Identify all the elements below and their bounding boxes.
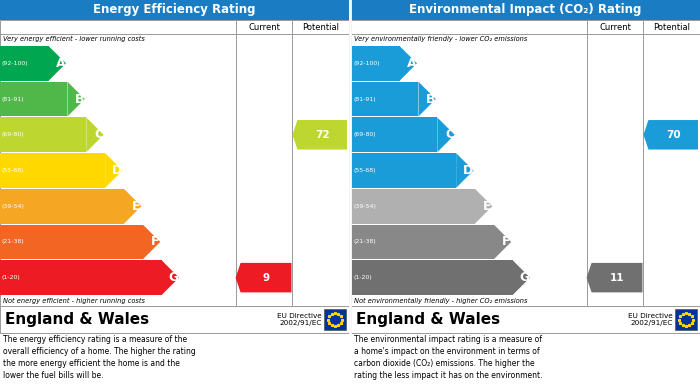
Text: F: F xyxy=(150,235,159,248)
Bar xyxy=(351,46,400,81)
Bar xyxy=(0,260,162,295)
Text: EU Directive
2002/91/EC: EU Directive 2002/91/EC xyxy=(277,313,322,326)
Polygon shape xyxy=(143,224,160,259)
Text: (81-91): (81-91) xyxy=(353,97,376,102)
Text: D: D xyxy=(112,164,122,177)
Bar xyxy=(0,20,349,306)
Text: Potential: Potential xyxy=(302,23,340,32)
Bar xyxy=(0,82,67,117)
Text: G: G xyxy=(169,271,179,284)
Polygon shape xyxy=(494,224,511,259)
Text: F: F xyxy=(502,235,510,248)
Text: (39-54): (39-54) xyxy=(353,204,376,209)
Text: C: C xyxy=(94,128,103,141)
Polygon shape xyxy=(419,82,436,117)
Text: A: A xyxy=(407,57,416,70)
Text: E: E xyxy=(483,200,491,213)
Text: (39-54): (39-54) xyxy=(2,204,25,209)
Text: England & Wales: England & Wales xyxy=(356,312,500,327)
Text: B: B xyxy=(426,93,435,106)
Text: (55-68): (55-68) xyxy=(353,168,375,173)
Polygon shape xyxy=(86,117,104,152)
Bar xyxy=(324,309,346,330)
Text: 72: 72 xyxy=(315,130,330,140)
Polygon shape xyxy=(587,263,643,292)
Bar xyxy=(675,309,697,330)
Text: 70: 70 xyxy=(666,130,680,140)
Bar xyxy=(351,189,475,224)
Text: (55-68): (55-68) xyxy=(2,168,25,173)
Text: Very environmentally friendly - lower CO₂ emissions: Very environmentally friendly - lower CO… xyxy=(354,36,527,42)
Text: England & Wales: England & Wales xyxy=(5,312,149,327)
Text: EU Directive
2002/91/EC: EU Directive 2002/91/EC xyxy=(629,313,673,326)
Text: The energy efficiency rating is a measure of the
overall efficiency of a home. T: The energy efficiency rating is a measur… xyxy=(3,335,196,380)
Bar xyxy=(351,20,700,306)
Text: (1-20): (1-20) xyxy=(2,275,21,280)
Text: (92-100): (92-100) xyxy=(353,61,379,66)
Polygon shape xyxy=(643,120,698,149)
Text: Environmental Impact (CO₂) Rating: Environmental Impact (CO₂) Rating xyxy=(410,4,642,16)
Text: (69-80): (69-80) xyxy=(353,132,376,137)
Text: B: B xyxy=(75,93,84,106)
Text: The environmental impact rating is a measure of
a home's impact on the environme: The environmental impact rating is a mea… xyxy=(354,335,542,380)
Text: G: G xyxy=(519,271,530,284)
Polygon shape xyxy=(236,263,291,292)
Polygon shape xyxy=(512,260,530,295)
Text: Current: Current xyxy=(248,23,280,32)
Bar xyxy=(0,153,105,188)
Text: Potential: Potential xyxy=(653,23,690,32)
Text: Very energy efficient - lower running costs: Very energy efficient - lower running co… xyxy=(3,36,145,42)
Text: D: D xyxy=(463,164,473,177)
Polygon shape xyxy=(475,189,492,224)
Text: Not energy efficient - higher running costs: Not energy efficient - higher running co… xyxy=(3,298,145,304)
Polygon shape xyxy=(400,46,417,81)
Bar xyxy=(351,306,700,333)
Text: Not environmentally friendly - higher CO₂ emissions: Not environmentally friendly - higher CO… xyxy=(354,298,528,304)
Polygon shape xyxy=(48,46,66,81)
Text: (69-80): (69-80) xyxy=(2,132,25,137)
Bar xyxy=(0,306,349,333)
Bar xyxy=(351,260,512,295)
Bar xyxy=(351,0,700,20)
Text: Current: Current xyxy=(599,23,631,32)
Polygon shape xyxy=(456,153,473,188)
Text: 11: 11 xyxy=(610,273,624,283)
Text: 9: 9 xyxy=(262,273,270,283)
Text: (1-20): (1-20) xyxy=(353,275,372,280)
Bar xyxy=(0,0,349,20)
Text: Energy Efficiency Rating: Energy Efficiency Rating xyxy=(93,4,256,16)
Text: (81-91): (81-91) xyxy=(2,97,25,102)
Polygon shape xyxy=(67,82,85,117)
Bar xyxy=(0,224,143,259)
Bar xyxy=(351,117,438,152)
Polygon shape xyxy=(162,260,179,295)
Polygon shape xyxy=(124,189,141,224)
Bar xyxy=(351,224,494,259)
Text: (21-38): (21-38) xyxy=(2,239,25,244)
Text: A: A xyxy=(56,57,66,70)
Text: (21-38): (21-38) xyxy=(353,239,376,244)
Text: E: E xyxy=(132,200,141,213)
Text: C: C xyxy=(445,128,454,141)
Polygon shape xyxy=(105,153,122,188)
Text: (92-100): (92-100) xyxy=(2,61,29,66)
Polygon shape xyxy=(438,117,455,152)
Bar xyxy=(0,46,48,81)
Bar xyxy=(0,117,86,152)
Bar xyxy=(351,82,419,117)
Bar xyxy=(351,153,456,188)
Bar xyxy=(0,189,124,224)
Polygon shape xyxy=(293,120,347,149)
